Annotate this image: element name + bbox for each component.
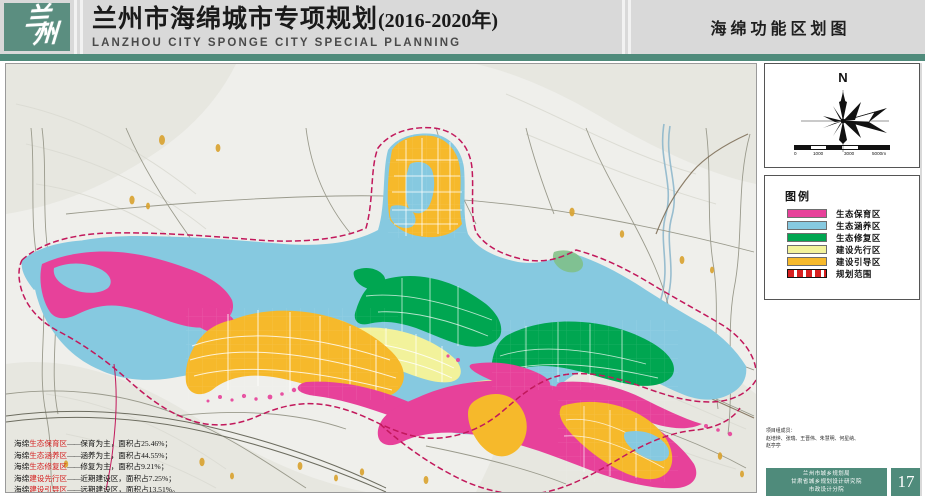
scale-tick: 3000 xyxy=(844,151,855,156)
legend-swatch-icon xyxy=(787,209,827,218)
legend-swatch-icon xyxy=(787,245,827,254)
logo-char-zhou: 州 xyxy=(32,20,57,49)
publisher-banner: 兰州市城乡规划局 甘肃省城乡规划设计研究院 市政设计分院 xyxy=(766,468,887,496)
legend-item-restore[interactable]: 生态修复区 xyxy=(787,232,919,243)
stat-prefix: 海绵 xyxy=(14,450,30,460)
legend-swatch-icon xyxy=(787,257,827,266)
page-number: 17 xyxy=(891,468,921,496)
map-graphic xyxy=(6,64,756,492)
header-divider-1 xyxy=(74,0,77,54)
logo-calligraphy: 兰 州 xyxy=(16,3,57,49)
legend-panel: 图例 生态保育区 生态涵养区 生态修复区 建设先行区 建设引导区 规划范围 xyxy=(764,175,920,300)
credits-names-line1: 赵培烨、张瑞、王晋伟、朱慧明、何星纳、 xyxy=(766,436,859,442)
map-frame[interactable]: 海绵生态保育区——保育为主，面积占25.46%； 海绵生态涵养区——涵养为主，面… xyxy=(5,63,757,493)
header-divider-4 xyxy=(628,0,631,54)
stat-row: 海绵建设先行区——近期建设区，面积占7.25%； xyxy=(14,473,294,485)
right-edge-rail xyxy=(920,63,922,496)
legend-item-preserve[interactable]: 生态保育区 xyxy=(787,208,919,219)
stat-dash: —— xyxy=(67,439,81,448)
project-credits: 项目组成员： 赵培烨、张瑞、王晋伟、朱慧明、何星纳、 赵亭亭 xyxy=(766,428,918,451)
page-header: 兰 州 兰州市海绵城市专项规划(2016-2020年) LANZHOU CITY… xyxy=(0,0,925,54)
stat-prefix: 海绵 xyxy=(14,473,30,483)
scale-tick: 1000 xyxy=(813,151,824,156)
stat-row: 海绵生态涵养区——涵养为主，面积占44.55%； xyxy=(14,450,294,462)
stat-zone-name: 建设引导区 xyxy=(29,485,68,493)
compass-scale-panel: N 0 1000 xyxy=(764,63,920,168)
scale-bar: 0 1000 3000 5000m xyxy=(794,145,894,159)
map-canvas[interactable] xyxy=(6,64,756,492)
legend-swatch-icon xyxy=(787,221,827,230)
stat-dash: —— xyxy=(67,473,81,483)
legend-label: 生态涵养区 xyxy=(836,221,881,231)
north-label: N xyxy=(838,70,848,85)
title-block: 兰州市海绵城市专项规划(2016-2020年) LANZHOU CITY SPO… xyxy=(92,5,612,51)
zone-statistics: 海绵生态保育区——保育为主，面积占25.46%； 海绵生态涵养区——涵养为主，面… xyxy=(14,438,294,493)
stat-description: 涵养为主，面积占44.55%； xyxy=(80,450,173,460)
stat-prefix: 海绵 xyxy=(14,485,30,493)
publisher-line-1: 兰州市城乡规划局 xyxy=(802,471,851,477)
stat-description: 近期建设区，面积占7.25%； xyxy=(80,473,176,483)
legend-item-build-first[interactable]: 建设先行区 xyxy=(787,244,919,255)
scale-tick: 0 xyxy=(794,151,797,156)
stat-dash: —— xyxy=(67,462,81,472)
subtitle-panel: 海绵功能区划图 xyxy=(640,4,921,50)
stat-zone-name: 生态保育区 xyxy=(29,439,68,448)
stat-row: 海绵生态保育区——保育为主，面积占25.46%； xyxy=(14,438,294,450)
stat-dash: —— xyxy=(67,485,81,493)
legend-title: 图例 xyxy=(785,191,811,203)
legend-swatch-dashed-icon xyxy=(787,269,827,278)
stat-description: 远期建设区，面积占13.51%。 xyxy=(80,485,180,493)
lanzhou-logo: 兰 州 xyxy=(4,3,70,51)
page-title-years: (2016-2020年) xyxy=(378,10,498,32)
stat-row: 海绵建设引导区——远期建设区，面积占13.51%。 xyxy=(14,484,294,493)
scale-bar-segments xyxy=(794,145,890,150)
legend-label: 建设引导区 xyxy=(836,257,881,267)
credits-names-line2: 赵亭亭 xyxy=(766,444,781,450)
publisher-line-3: 市政设计分院 xyxy=(808,487,845,493)
page-title-main: 兰州市海绵城市专项规划 xyxy=(92,6,379,33)
scale-tick-labels: 0 1000 3000 5000m xyxy=(794,151,894,159)
stat-description: 修复为主，面积占9.21%； xyxy=(80,462,169,472)
stat-dash: —— xyxy=(67,450,81,460)
page-title-english: LANZHOU CITY SPONGE CITY SPECIAL PLANNIN… xyxy=(92,37,462,49)
stat-prefix: 海绵 xyxy=(14,462,30,472)
stat-row: 海绵生态修复区——修复为主，面积占9.21%； xyxy=(14,461,294,473)
compass-rose-icon xyxy=(801,90,889,152)
publisher-line-2: 甘肃省城乡规划设计研究院 xyxy=(791,479,862,485)
stat-zone-name: 建设先行区 xyxy=(29,473,68,483)
header-accent-rule xyxy=(0,54,925,61)
legend-item-planning-boundary[interactable]: 规划范围 xyxy=(787,268,919,279)
page-title: 兰州市海绵城市专项规划(2016-2020年) xyxy=(92,5,612,36)
header-divider-2 xyxy=(80,0,83,54)
legend-label: 建设先行区 xyxy=(836,245,881,255)
legend-label: 生态修复区 xyxy=(836,233,881,243)
map-subtitle: 海绵功能区划图 xyxy=(710,21,851,38)
legend-swatch-icon xyxy=(787,233,827,242)
legend-label: 规划范围 xyxy=(836,269,872,279)
header-divider-3 xyxy=(622,0,625,54)
legend-label: 生态保育区 xyxy=(836,209,881,219)
stat-prefix: 海绵 xyxy=(14,439,30,448)
stat-description: 保育为主，面积占25.46%； xyxy=(80,439,173,448)
legend-item-conserve[interactable]: 生态涵养区 xyxy=(787,220,919,231)
legend-item-build-guide[interactable]: 建设引导区 xyxy=(787,256,919,267)
stat-zone-name: 生态修复区 xyxy=(29,462,68,472)
credits-heading: 项目组成员： xyxy=(766,429,796,434)
scale-tick: 5000m xyxy=(872,151,887,156)
stat-zone-name: 生态涵养区 xyxy=(29,450,68,460)
